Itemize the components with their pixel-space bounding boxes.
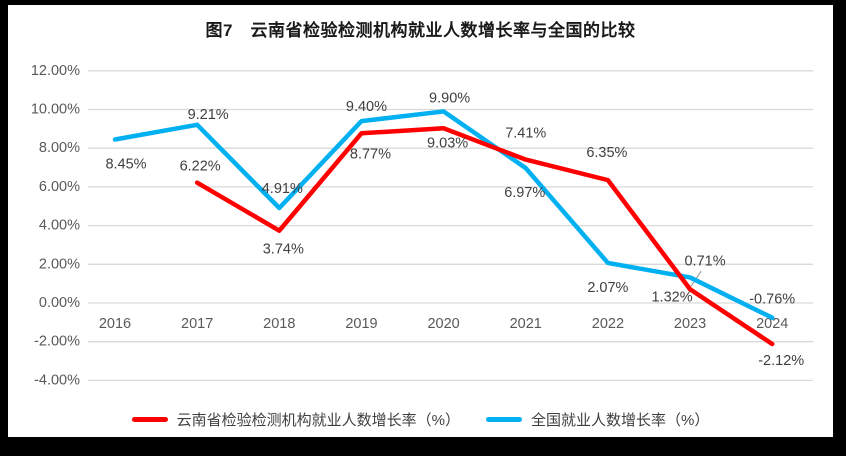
- data-label: 0.71%: [684, 253, 725, 269]
- data-label: 6.22%: [180, 159, 221, 175]
- y-axis-tick-label: 0.00%: [39, 295, 80, 311]
- y-axis-tick-label: 6.00%: [39, 179, 80, 195]
- data-label: 9.03%: [427, 135, 468, 151]
- series-line-national: [112, 109, 775, 320]
- data-label: -0.76%: [749, 292, 795, 308]
- data-label: 1.32%: [651, 289, 692, 305]
- x-axis-year-label: 2024: [756, 316, 788, 332]
- y-axis-tick-label: 10.00%: [31, 102, 80, 118]
- x-axis-year-label: 2016: [99, 316, 131, 332]
- series-line-yunnan: [194, 126, 775, 347]
- chart-title: 图7 云南省检验检测机构就业人数增长率与全国的比较: [205, 21, 636, 40]
- legend-label-yunnan: 云南省检验检测机构就业人数增长率（%）: [176, 412, 460, 429]
- legend-line-swatch-red: [131, 417, 168, 422]
- data-label: 8.45%: [105, 156, 146, 172]
- legend-item-yunnan: 云南省检验检测机构就业人数增长率（%）: [131, 409, 460, 430]
- x-axis-year-label: 2020: [427, 316, 459, 332]
- y-axis-tick-label: 2.00%: [39, 256, 80, 272]
- x-axis-year-label: 2023: [674, 316, 706, 332]
- data-label: 9.21%: [188, 107, 229, 123]
- data-label: 3.74%: [263, 242, 304, 258]
- legend-item-national: 全国就业人数增长率（%）: [486, 409, 709, 430]
- x-axis-year-label: 2017: [181, 316, 213, 332]
- legend-line-swatch-blue: [486, 417, 522, 422]
- data-label: 2.07%: [587, 280, 628, 296]
- y-axis-tick-label: -4.00%: [34, 372, 80, 388]
- x-axis-year-label: 2022: [592, 316, 624, 332]
- chart-canvas: 图7 云南省检验检测机构就业人数增长率与全国的比较 12.00% 10.00% 8.…: [8, 5, 833, 437]
- legend-label-national: 全国就业人数增长率（%）: [531, 412, 710, 429]
- data-label: 8.77%: [350, 146, 391, 162]
- data-label: 9.40%: [346, 99, 387, 115]
- y-axis-tick-label: 8.00%: [39, 140, 80, 156]
- line-chart-plot-area: 12.00% 10.00% 8.00% 6.00% 4.00% 2.00% 0.00% -2.…: [31, 63, 813, 388]
- data-label: 9.90%: [429, 90, 470, 106]
- x-axis-year-label: 2021: [510, 316, 542, 332]
- data-label: -2.12%: [758, 353, 804, 369]
- y-axis-tick-label: 12.00%: [31, 63, 80, 79]
- y-axis-tick-label: -2.00%: [34, 334, 80, 350]
- x-axis-year-label: 2019: [345, 316, 377, 332]
- data-label: 6.97%: [504, 185, 545, 201]
- data-label: 6.35%: [586, 145, 627, 161]
- data-label: 4.91%: [262, 181, 303, 197]
- chart-legend: 云南省检验检测机构就业人数增长率（%） 全国就业人数增长率（%）: [8, 409, 833, 430]
- x-axis-year-label: 2018: [263, 316, 295, 332]
- y-axis-tick-label: 4.00%: [39, 218, 80, 234]
- data-label: 7.41%: [505, 126, 546, 142]
